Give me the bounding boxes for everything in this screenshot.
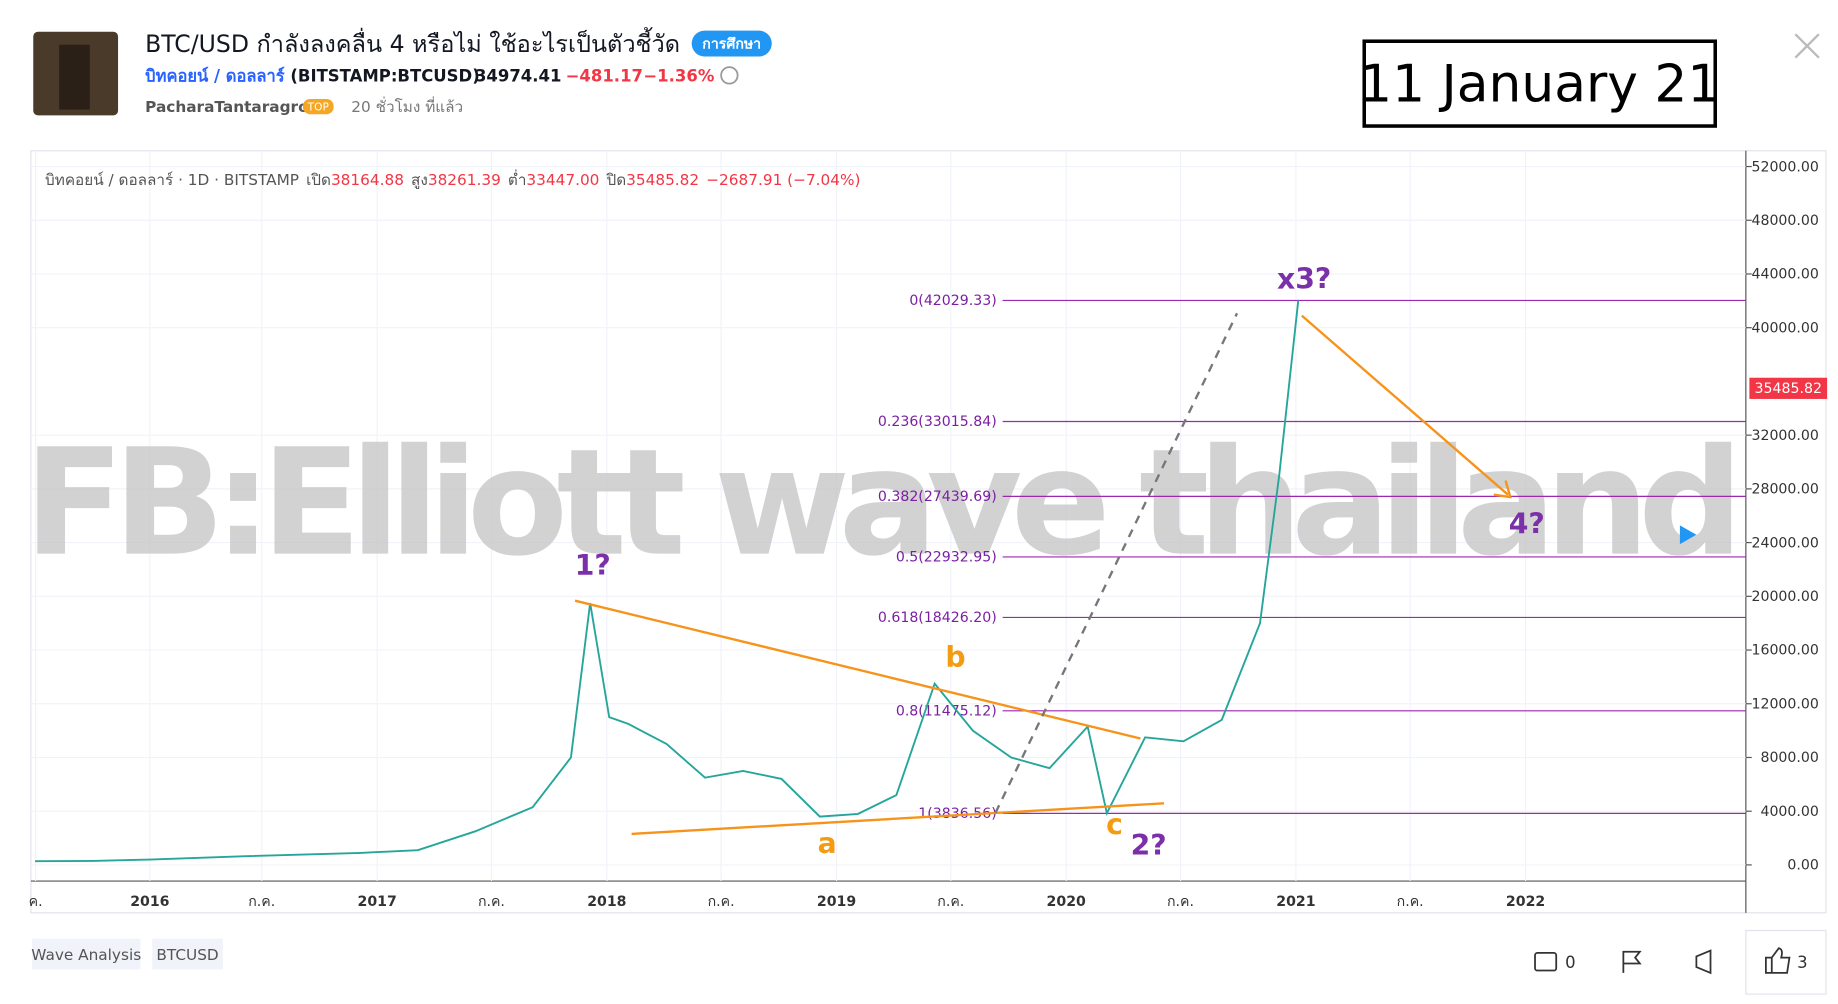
low: 33447.00 [526,171,599,189]
wave-label: 4? [1509,508,1545,541]
y-tick-label: 20000.00 [1751,589,1818,605]
wave-label: 2? [1131,829,1167,862]
date-box [1362,39,1717,128]
legend-change: −2687.91 (−7.04%) [706,171,860,189]
change: −481.17 [566,66,643,85]
time: 20 ชั่วโมง ที่แล้ว [351,96,463,116]
x-tick-label: ก.ค. [1167,894,1194,910]
fib-label: 0.236(33015.84) [878,414,997,430]
last-price-box [1749,377,1828,399]
tag: การศึกษา [702,35,761,52]
x-tick-label: ก.ค. [1397,894,1424,910]
wave-label: 1? [575,549,611,582]
date-text: 11 January 21 [1359,54,1720,114]
low-label: ต่ำ [508,169,527,189]
y-tick-label: 40000.00 [1751,320,1818,336]
close-label: ปิด [606,171,626,189]
x-tick-label: 2017 [358,894,397,910]
tag-text: BTCUSD [156,946,218,964]
x-tick-label: 2022 [1506,894,1545,910]
last-price-label: 35485.82 [1755,381,1822,397]
close-button[interactable] [1794,33,1820,59]
chart-legend: บิทคอยน์ / ดอลลาร์ · 1D · BITSTAMP เปิด38… [45,169,860,189]
avatar-figure [59,44,90,110]
y-tick-label: 28000.00 [1751,482,1818,498]
y-tick-label: 44000.00 [1751,267,1818,283]
x-tick-label: ก.ค. [708,894,735,910]
trendline-upper [574,599,1141,740]
x-tick-label: 2018 [587,894,626,910]
forecast-arrow [1301,314,1509,496]
wave-label: b [945,641,965,674]
legend-symbol: บิทคอยน์ / ดอลลาร์ · 1D · BITSTAMP [45,171,299,189]
y-tick-label: 24000.00 [1751,535,1818,551]
x-tick-label: 2020 [1047,894,1086,910]
wave-label: x3? [1277,263,1331,296]
play-button[interactable] [1679,525,1697,545]
like-icon [1764,947,1791,974]
fib-label: 0.382(27439.69) [878,489,997,505]
symbol[interactable]: บิทคอยน์ / ดอลลาร์ (BITSTAMP:BTCUSD) [145,66,480,85]
trendline-lower [631,802,1165,836]
like-button[interactable] [1745,929,1827,995]
badge: TOP [307,102,330,114]
price-line [35,300,1300,863]
y-tick-label: 12000.00 [1751,696,1818,712]
y-tick-label: 4000.00 [1760,804,1818,820]
author[interactable]: PacharaTantaragron [145,98,319,116]
tag-text: Wave Analysis [31,946,141,964]
fib-label: 0.618(18426.20) [878,610,997,626]
like-count: 3 [1797,953,1807,972]
idea-title: BTC/USD กำลังลงคลื่น 4 หรือไม่ ใช้อะไรเป… [145,27,680,58]
y-tick-label: 16000.00 [1751,643,1818,659]
fib-label: 0.5(22932.95) [896,550,997,566]
x-tick-label: 2019 [817,894,856,910]
close: 35485.82 [626,171,699,189]
tag-chip[interactable] [152,938,223,970]
x-tick-label: ค. [29,894,43,910]
x-tick-label: ก.ค. [478,894,505,910]
x-tick-label: ก.ค. [248,894,275,910]
y-tick-label: 0.00 [1787,858,1818,874]
tag-pill[interactable] [691,30,772,57]
comment-count: 0 [1565,953,1575,972]
share-icon[interactable] [1695,949,1712,975]
high-label: สูง [411,171,428,189]
fib-label: 0.8(11475.12) [896,704,997,720]
comment-icon[interactable] [1534,952,1558,972]
projection-line [994,312,1239,814]
open: 38164.88 [331,171,404,189]
price: 34974.41 [475,66,561,85]
fib-label: 0(42029.33) [909,293,996,309]
open-label: เปิด [306,171,331,189]
change-pct: −1.36% [643,66,714,85]
tag-chip[interactable] [32,938,141,970]
watermark: FB:Elliott wave thailand [24,417,1744,589]
x-tick-label: ก.ค. [937,894,964,910]
ticker: (BITSTAMP:BTCUSD) [290,66,479,85]
flag-icon[interactable] [1622,950,1642,973]
arrow-head [1493,480,1512,499]
wave-label: c [1106,808,1123,841]
y-tick-label: 52000.00 [1751,159,1818,175]
alert-icon[interactable] [720,66,739,85]
symbol-name: บิทคอยน์ / ดอลลาร์ [145,66,285,85]
chart-frame [30,150,1827,914]
badge-pill [302,98,334,115]
y-tick-label: 8000.00 [1760,750,1818,766]
x-tick-label: 2021 [1276,894,1315,910]
high: 38261.39 [428,171,501,189]
y-tick-label: 48000.00 [1751,213,1818,229]
wave-label: a [818,827,837,860]
x-tick-label: 2016 [130,894,169,910]
y-tick-label: 32000.00 [1751,428,1818,444]
